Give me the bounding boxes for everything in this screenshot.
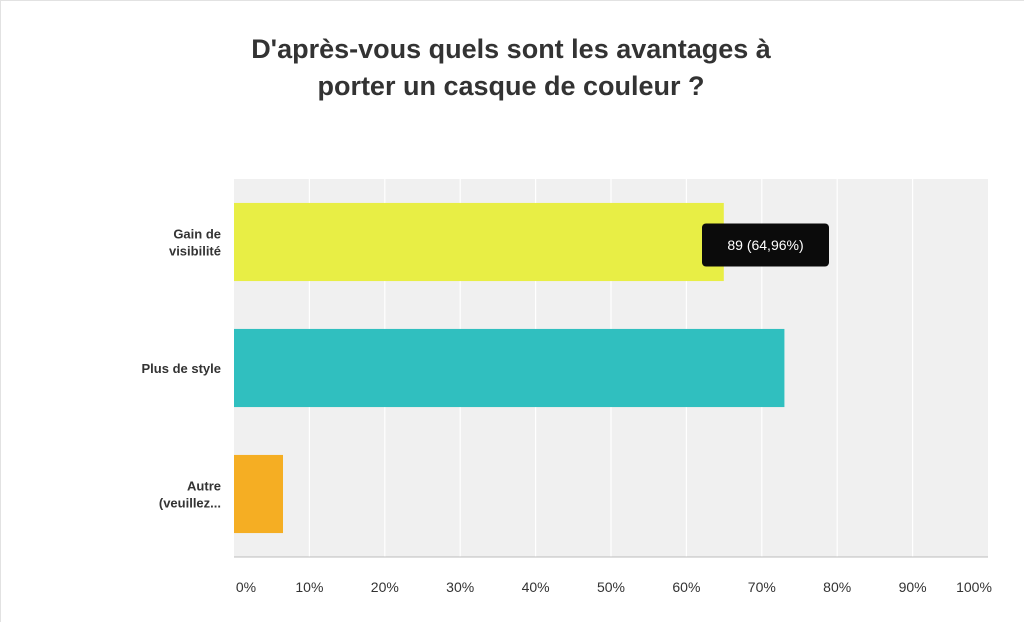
category-label: Plus de style [142,361,221,376]
data-tooltip: 89 (64,96%) [702,223,829,267]
x-tick-label: 30% [446,579,474,595]
x-tick-label: 0% [236,579,256,595]
chart-title-line-2: porter un casque de couleur ? [317,71,705,101]
category-label: visibilité [169,244,221,259]
tooltip-box [702,223,829,267]
x-tick-label: 70% [748,579,776,595]
x-tick-label: 50% [597,579,625,595]
bar[interactable] [234,202,724,282]
x-tick-label: 20% [371,579,399,595]
bars [234,202,785,534]
x-tick-label: 40% [522,579,550,595]
x-tick-label: 60% [672,579,700,595]
bar[interactable] [234,454,284,534]
category-label: (veuillez... [159,496,221,511]
x-tick-labels: 0% 10% 20% 30% 40% 50% 60% 70% 80% 90% 100% [236,579,992,595]
category-label: Gain de [173,227,221,242]
bar[interactable] [234,328,785,408]
chart-title: D'après-vous quels sont les avantages à … [111,31,911,105]
x-tick-label: 100% [956,579,992,595]
tooltip-text: 89 (64,96%) [727,237,803,253]
x-tick-label: 90% [899,579,927,595]
category-label: Autre [187,479,221,494]
category-labels: Gain de visibilité Plus de style Autre (veui… [142,227,221,511]
x-tick-label: 80% [823,579,851,595]
x-tick-label: 10% [295,579,323,595]
chart-title-line-1: D'après-vous quels sont les avantages à [251,34,771,64]
